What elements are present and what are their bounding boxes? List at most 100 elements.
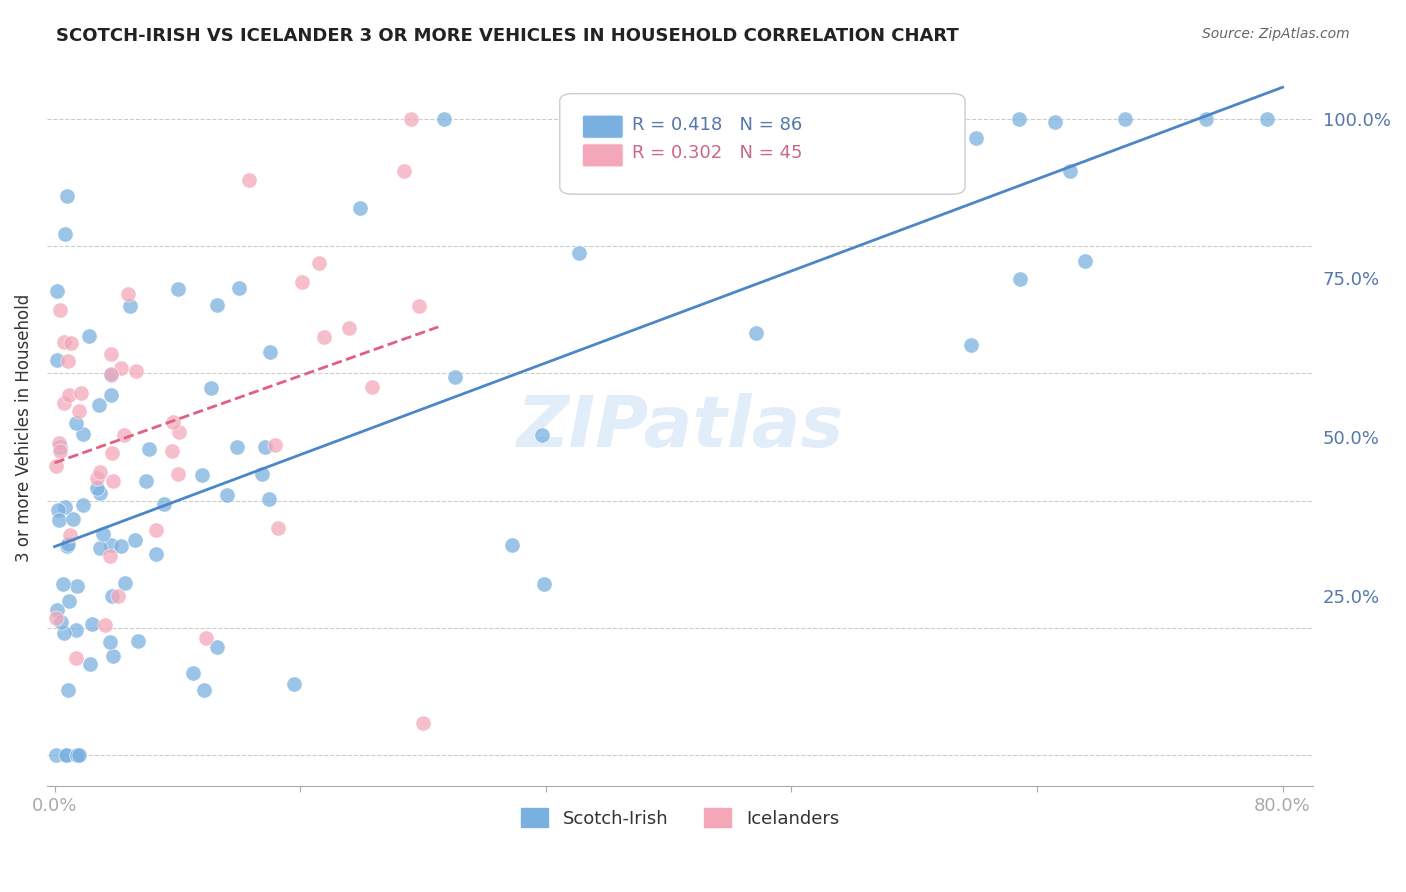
Point: [45, 458, 67, 473]
FancyBboxPatch shape: [560, 94, 965, 194]
FancyBboxPatch shape: [582, 144, 623, 167]
Point: [263, 438, 285, 452]
Point: [238, 173, 260, 187]
Point: [101, 446, 124, 460]
Point: [49, 444, 72, 458]
Point: [52, 625, 75, 640]
Point: [124, 533, 146, 547]
Point: [110, 539, 132, 553]
Point: [181, 665, 204, 680]
Point: [228, 281, 250, 295]
Point: [145, 547, 167, 561]
Text: R = 0.418   N = 86: R = 0.418 N = 86: [631, 116, 803, 134]
Point: [162, 415, 184, 429]
Point: [205, 298, 228, 312]
Point: [98, 634, 121, 648]
Point: [79, 328, 101, 343]
Point: [48, 512, 70, 526]
Point: [67, 747, 90, 762]
Point: [56, 188, 79, 202]
Point: [226, 441, 249, 455]
Point: [1256, 112, 1278, 127]
Point: [291, 275, 314, 289]
Point: [101, 648, 124, 663]
Point: [531, 428, 554, 442]
Point: [53, 395, 76, 409]
Point: [191, 468, 214, 483]
Point: [58, 594, 80, 608]
Point: [1043, 114, 1066, 128]
Point: [349, 202, 371, 216]
Point: [200, 381, 222, 395]
Point: [60, 336, 83, 351]
Point: [127, 634, 149, 648]
Point: [101, 589, 124, 603]
Point: [65, 623, 87, 637]
Point: [58, 528, 80, 542]
Point: [51, 577, 73, 591]
Point: [501, 538, 523, 552]
Point: [86, 471, 108, 485]
Point: [101, 474, 124, 488]
Text: SCOTCH-IRISH VS ICELANDER 3 OR MORE VEHICLES IN HOUSEHOLD CORRELATION CHART: SCOTCH-IRISH VS ICELANDER 3 OR MORE VEHI…: [56, 27, 959, 45]
Point: [66, 747, 89, 762]
Point: [193, 682, 215, 697]
Point: [337, 321, 360, 335]
Point: [934, 112, 956, 127]
Point: [167, 425, 190, 440]
Point: [66, 747, 89, 762]
Point: [259, 345, 281, 359]
Point: [58, 353, 80, 368]
Point: [107, 589, 129, 603]
Point: [55, 747, 77, 762]
Point: [135, 474, 157, 488]
Point: [70, 385, 93, 400]
FancyBboxPatch shape: [582, 115, 623, 138]
Point: [160, 443, 183, 458]
Point: [1195, 112, 1218, 127]
Point: [49, 441, 72, 455]
Point: [110, 361, 132, 376]
Point: [93, 617, 115, 632]
Point: [89, 485, 111, 500]
Point: [392, 164, 415, 178]
Point: [46, 353, 69, 368]
Point: [46, 603, 69, 617]
Point: [98, 549, 121, 564]
Point: [65, 416, 87, 430]
Point: [53, 500, 76, 515]
Y-axis label: 3 or more Vehicles in Household: 3 or more Vehicles in Household: [15, 293, 32, 562]
Point: [568, 245, 591, 260]
Point: [153, 497, 176, 511]
Point: [215, 488, 238, 502]
Point: [257, 492, 280, 507]
Point: [80, 617, 103, 632]
Point: [56, 539, 79, 553]
Point: [46, 503, 69, 517]
Point: [56, 747, 79, 762]
Point: [399, 112, 422, 127]
Point: [533, 577, 555, 591]
Point: [86, 481, 108, 495]
Point: [72, 498, 94, 512]
Point: [53, 334, 76, 349]
Point: [100, 368, 122, 382]
Text: R = 0.302   N = 45: R = 0.302 N = 45: [631, 145, 803, 162]
Point: [100, 538, 122, 552]
Point: [72, 427, 94, 442]
Point: [138, 442, 160, 457]
Point: [53, 227, 76, 241]
Point: [250, 467, 273, 481]
Point: [205, 640, 228, 654]
Point: [312, 330, 335, 344]
Point: [1010, 272, 1032, 286]
Point: [412, 715, 434, 730]
Point: [125, 364, 148, 378]
Point: [120, 299, 142, 313]
Point: [62, 512, 84, 526]
Point: [145, 523, 167, 537]
Point: [58, 388, 80, 402]
Point: [66, 579, 89, 593]
Point: [49, 302, 72, 317]
Point: [67, 403, 90, 417]
